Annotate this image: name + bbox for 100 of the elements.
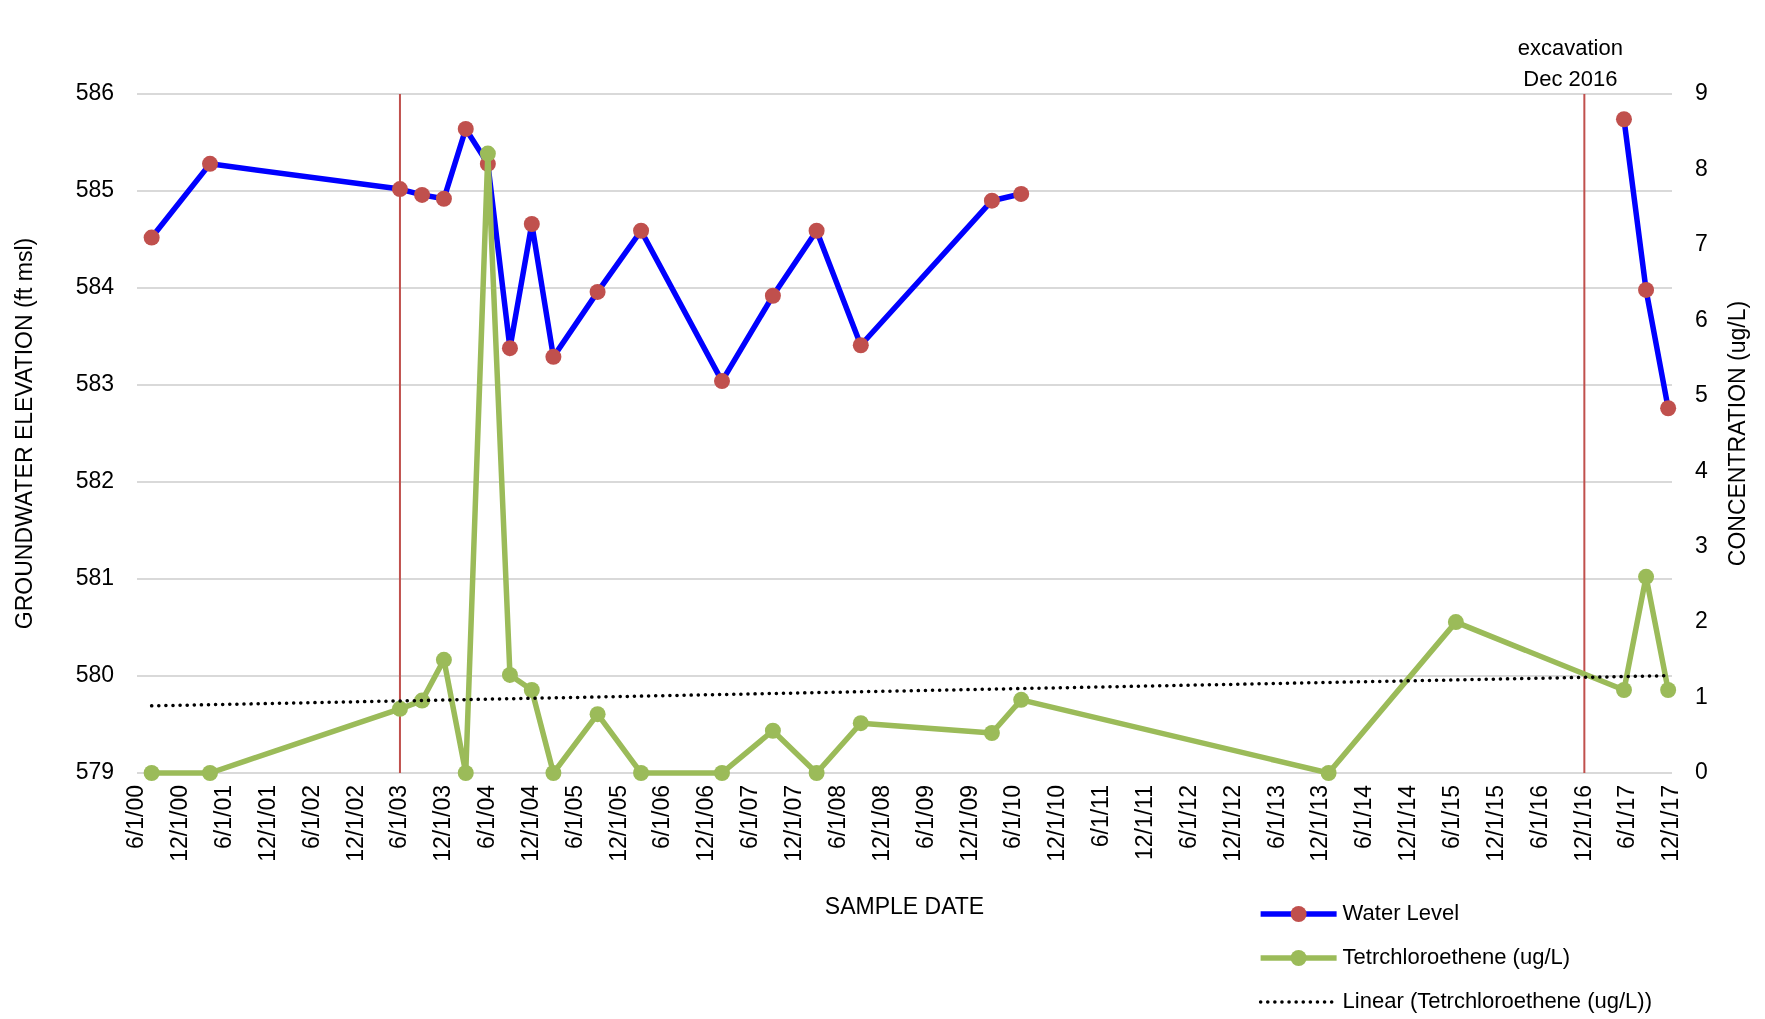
x-tick-label: 6/1/10 xyxy=(999,785,1026,849)
x-tick-label: 12/1/11 xyxy=(1130,785,1157,861)
x-tick-label: 12/1/05 xyxy=(604,785,631,862)
x-tick-label: 6/1/03 xyxy=(385,785,412,849)
x-tick-label: 12/1/12 xyxy=(1218,785,1245,862)
x-tick-label: 12/1/15 xyxy=(1481,785,1508,862)
x-tick-label: 12/1/02 xyxy=(341,785,368,862)
point xyxy=(1615,682,1632,699)
x-tick-label: 6/1/00 xyxy=(122,785,149,849)
point xyxy=(143,229,160,246)
y-tick-label: 582 xyxy=(75,467,114,494)
x-tick-label: 12/1/13 xyxy=(1306,785,1333,862)
point xyxy=(143,765,160,781)
x-tick-label: 6/1/08 xyxy=(824,785,851,849)
x-tick-label: 6/1/06 xyxy=(648,785,675,849)
point xyxy=(501,340,518,357)
point xyxy=(202,155,218,172)
point xyxy=(1660,682,1677,699)
y2-tick-label: 9 xyxy=(1695,79,1708,106)
x-tick-label: 6/1/07 xyxy=(736,785,763,849)
y2-tick-label: 3 xyxy=(1695,532,1708,559)
point xyxy=(1447,614,1464,631)
x-tick-label: 12/1/07 xyxy=(780,785,807,862)
legend-label: Water Level xyxy=(1342,900,1460,926)
point xyxy=(1013,691,1030,708)
point xyxy=(1013,185,1030,202)
x-tick-label: 6/1/01 xyxy=(210,785,236,849)
point xyxy=(1660,400,1677,417)
y2-tick-label: 7 xyxy=(1695,230,1708,257)
x-tick-label: 12/1/00 xyxy=(166,785,193,862)
point xyxy=(852,337,869,354)
x-tick-label: 12/1/06 xyxy=(692,785,719,862)
x-tick-label: 6/1/14 xyxy=(1350,784,1377,849)
x-tick-label: 6/1/11 xyxy=(1087,785,1113,848)
x-tick-label: 12/1/08 xyxy=(867,785,894,862)
point xyxy=(1615,111,1632,128)
x-tick-label: 12/1/03 xyxy=(429,785,456,862)
x-tick-label: 12/1/09 xyxy=(955,785,982,862)
y-tick-label: 584 xyxy=(75,273,115,300)
point xyxy=(457,120,474,137)
x-tick-label: 12/1/04 xyxy=(517,784,544,862)
point xyxy=(391,181,408,198)
x-tick-label: 6/1/05 xyxy=(560,785,587,849)
point xyxy=(808,222,825,239)
x-tick-label: 12/1/10 xyxy=(1043,785,1070,862)
x-tick-label: 6/1/13 xyxy=(1262,785,1289,849)
y-axis-title: GROUNDWATER ELEVATION (ft msl) xyxy=(11,237,38,630)
x-tick-label: 6/1/02 xyxy=(297,785,324,849)
point xyxy=(852,715,869,732)
x-tick-label: 12/1/17 xyxy=(1657,785,1684,862)
y2-tick-label: 1 xyxy=(1695,682,1708,709)
point xyxy=(713,765,730,781)
point xyxy=(545,765,562,781)
y2-tick-label: 2 xyxy=(1695,607,1708,634)
point xyxy=(1320,765,1337,781)
x-tick-label: 6/1/12 xyxy=(1174,785,1201,849)
x-tick-label: 12/1/01 xyxy=(253,785,280,862)
y-tick-label: 581 xyxy=(75,564,114,591)
y-tick-label: 580 xyxy=(75,661,114,688)
y-tick-label: 586 xyxy=(75,79,114,106)
point xyxy=(633,222,650,239)
y-tick-label: 585 xyxy=(75,176,114,203)
y2-tick-label: 5 xyxy=(1695,381,1708,408)
point xyxy=(983,192,1000,209)
legend-label: Tetrchloroethene (ug/L) xyxy=(1342,944,1571,970)
point xyxy=(764,287,781,304)
x-tick-label: 12/1/14 xyxy=(1394,784,1421,862)
point xyxy=(435,651,452,668)
point xyxy=(764,722,781,739)
point xyxy=(633,765,650,781)
point xyxy=(457,765,474,781)
point xyxy=(713,373,730,390)
point xyxy=(523,682,540,699)
point xyxy=(1638,568,1655,585)
y2-axis-title: CONCENTRATION (ug/L) xyxy=(1724,300,1751,567)
x-tick-label: 6/1/04 xyxy=(473,784,500,849)
point xyxy=(983,725,1000,742)
point xyxy=(523,215,540,232)
point xyxy=(391,700,408,717)
y-tick-label: 583 xyxy=(75,370,114,397)
point xyxy=(589,706,606,723)
legend-label: Linear (Tetrchloroethene (ug/L)) xyxy=(1342,988,1652,1014)
point xyxy=(808,765,825,781)
x-tick-label: 6/1/16 xyxy=(1525,785,1552,849)
y-tick-label: 579 xyxy=(75,758,114,785)
x-tick-label: 12/1/16 xyxy=(1569,785,1596,862)
point xyxy=(1638,281,1655,298)
point xyxy=(202,765,218,781)
x-axis-title: SAMPLE DATE xyxy=(824,892,985,919)
ref-line-label: excavation Dec 2016 xyxy=(1517,35,1623,92)
point xyxy=(435,190,452,207)
point xyxy=(414,186,431,203)
x-tick-label: 6/1/09 xyxy=(911,785,938,849)
point xyxy=(589,283,606,300)
y2-tick-label: 6 xyxy=(1695,305,1708,332)
point xyxy=(545,348,562,365)
point xyxy=(479,145,496,162)
y2-tick-label: 8 xyxy=(1695,154,1708,181)
point xyxy=(501,666,518,683)
x-tick-label: 6/1/17 xyxy=(1613,785,1640,849)
